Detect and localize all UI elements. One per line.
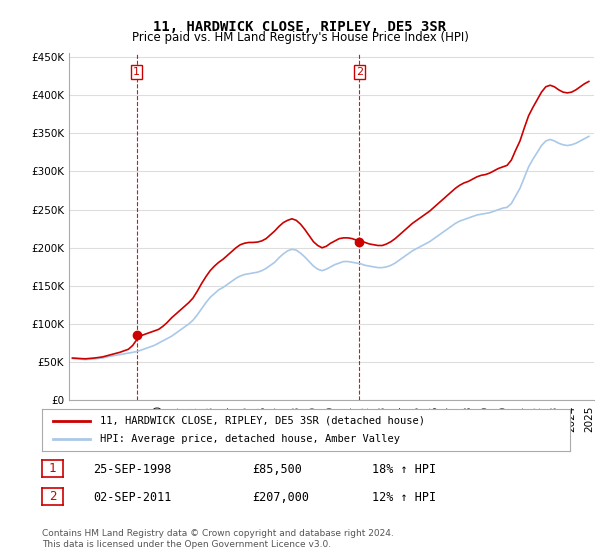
Text: 11, HARDWICK CLOSE, RIPLEY, DE5 3SR (detached house): 11, HARDWICK CLOSE, RIPLEY, DE5 3SR (det…: [100, 416, 425, 426]
Text: Price paid vs. HM Land Registry's House Price Index (HPI): Price paid vs. HM Land Registry's House …: [131, 31, 469, 44]
Text: 1: 1: [133, 67, 140, 77]
Text: 02-SEP-2011: 02-SEP-2011: [93, 491, 172, 504]
Text: £85,500: £85,500: [252, 463, 302, 476]
Text: 11, HARDWICK CLOSE, RIPLEY, DE5 3SR: 11, HARDWICK CLOSE, RIPLEY, DE5 3SR: [154, 20, 446, 34]
Text: HPI: Average price, detached house, Amber Valley: HPI: Average price, detached house, Ambe…: [100, 434, 400, 444]
Text: 2: 2: [356, 67, 363, 77]
Text: 18% ↑ HPI: 18% ↑ HPI: [372, 463, 436, 476]
Text: Contains HM Land Registry data © Crown copyright and database right 2024.
This d: Contains HM Land Registry data © Crown c…: [42, 529, 394, 549]
Text: 2: 2: [49, 489, 56, 503]
Text: 12% ↑ HPI: 12% ↑ HPI: [372, 491, 436, 504]
Text: £207,000: £207,000: [252, 491, 309, 504]
Text: 25-SEP-1998: 25-SEP-1998: [93, 463, 172, 476]
Text: 1: 1: [49, 461, 56, 475]
